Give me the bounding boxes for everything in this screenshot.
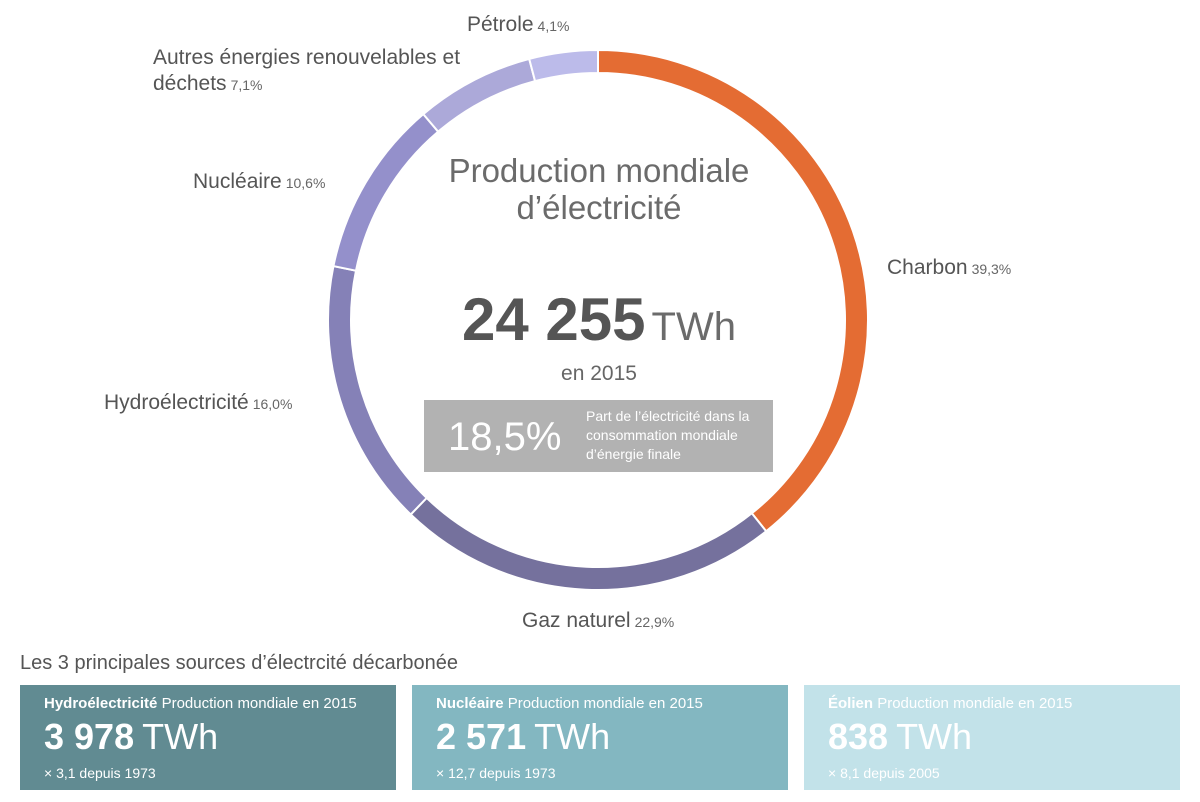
- slice-label-nucleaire: Nucléaire 10,6%: [193, 170, 326, 193]
- total-production: 24 255 TWh: [400, 285, 798, 362]
- share-description: Part de l’électricité dans la consommati…: [586, 408, 750, 462]
- card-header: Hydroélectricité Production mondiale en …: [44, 695, 357, 712]
- card-growth-note: × 3,1 depuis 1973: [44, 765, 156, 781]
- total-unit: TWh: [651, 305, 736, 349]
- sources-title: Les 3 principales sources d’électrcité d…: [20, 652, 459, 674]
- donut-slice-1: [409, 496, 768, 591]
- card-growth-note: × 8,1 depuis 2005: [828, 765, 940, 781]
- card-header: Nucléaire Production mondiale en 2015: [436, 695, 703, 712]
- card-value: 2 571 TWh: [436, 716, 611, 757]
- slice-label-charbon: Charbon 39,3%: [887, 256, 1012, 279]
- share-value: 18,5%: [448, 415, 562, 459]
- slice-label-petrole: Pétrole 4,1%: [467, 13, 570, 36]
- card-growth-note: × 12,7 depuis 1973: [436, 765, 556, 781]
- card-value: 838 TWh: [828, 716, 973, 757]
- source-card-hydroelectricite: Hydroélectricité Production mondiale en …: [20, 685, 396, 790]
- electricity-share-box: 18,5% Part de l’électricité dans la cons…: [424, 400, 773, 472]
- card-value: 3 978 TWh: [44, 716, 219, 757]
- chart-title: Production mondiale d’électricité: [448, 152, 750, 226]
- year-label: en 2015: [561, 362, 637, 385]
- source-card-eolien: Éolien Production mondiale en 2015 838 TW…: [804, 685, 1180, 790]
- slice-label-autres-renouvelables: Autres énergies renouvelables et déchets…: [153, 46, 461, 95]
- card-header: Éolien Production mondiale en 2015: [828, 695, 1073, 712]
- source-card-nucleaire: Nucléaire Production mondiale en 2015 2 …: [412, 685, 788, 790]
- slice-label-gaz-naturel: Gaz naturel 22,9%: [522, 609, 675, 632]
- slice-label-hydroelectricite: Hydroélectricité 16,0%: [104, 391, 293, 414]
- total-value: 24 255: [462, 286, 646, 353]
- donut-chart: [327, 48, 869, 591]
- donut-slice-5: [527, 48, 599, 83]
